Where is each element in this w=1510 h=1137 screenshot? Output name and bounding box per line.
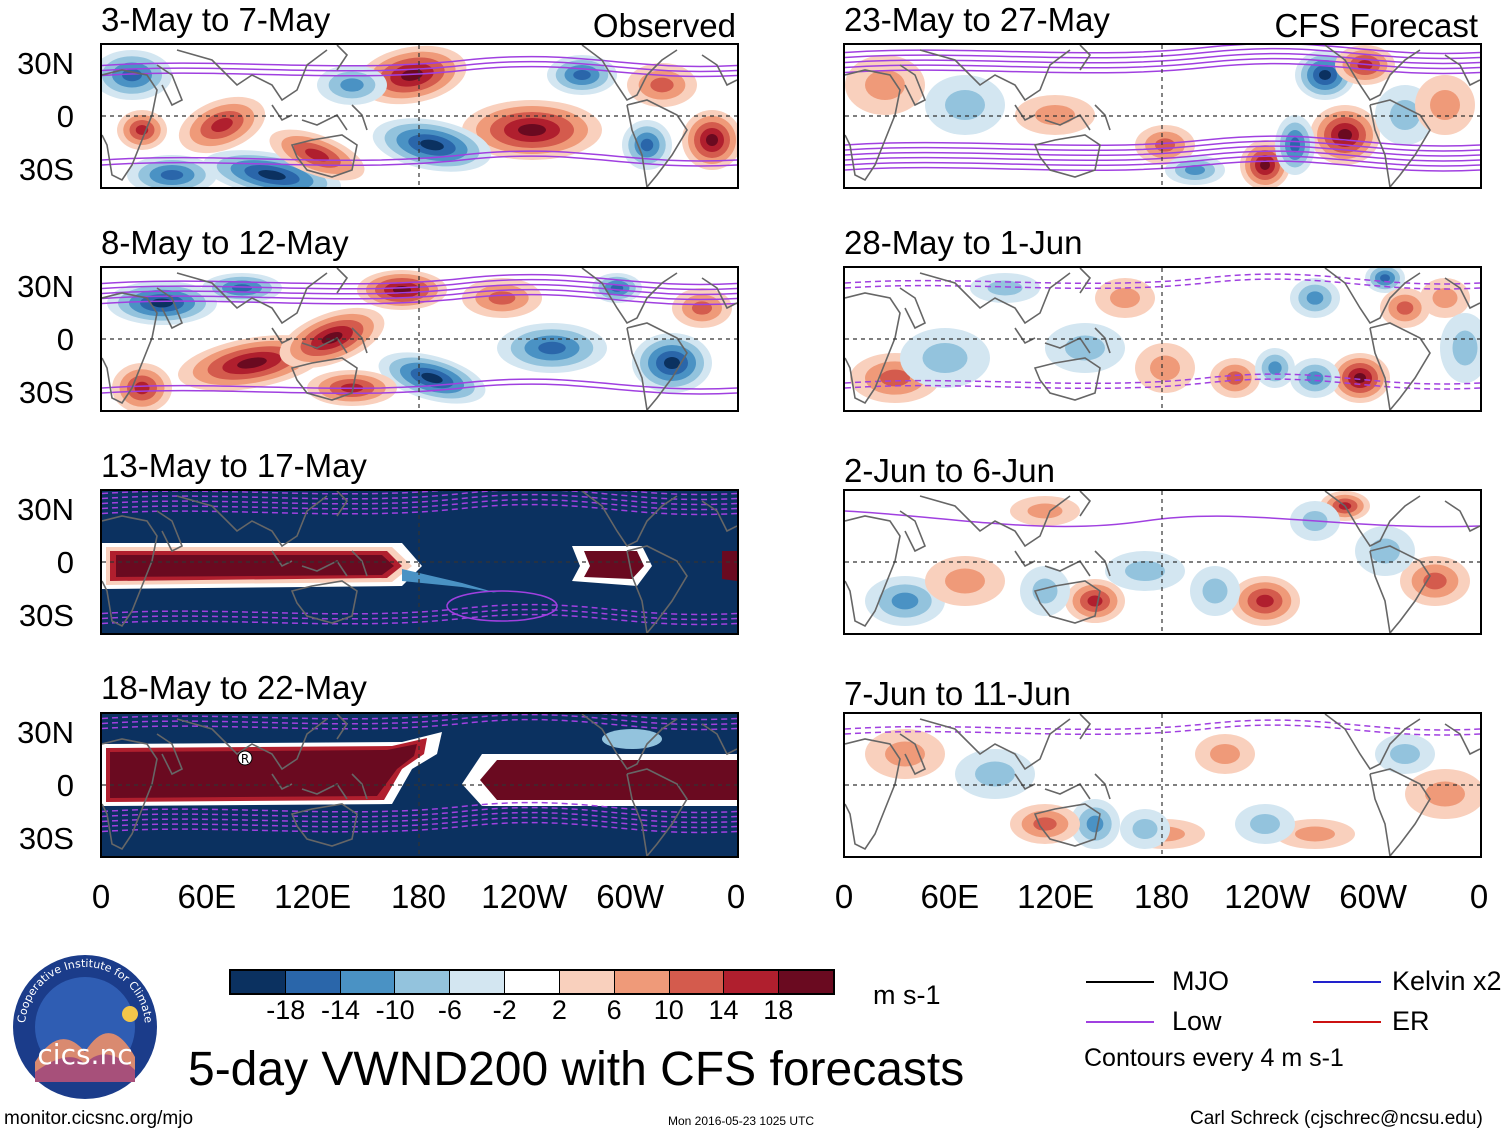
y-tick-label: 0 bbox=[56, 545, 74, 580]
legend-low-line bbox=[1086, 1021, 1154, 1023]
x-tick-label: 120E bbox=[1017, 878, 1095, 915]
legend-kelvin-line bbox=[1313, 981, 1381, 983]
colorbar-tick-label: -10 bbox=[375, 995, 415, 1025]
logo-text: cics.nc bbox=[37, 1038, 132, 1071]
y-tick-label: 30S bbox=[18, 821, 74, 856]
colorbar-swatch bbox=[339, 971, 395, 993]
colorbar-tick-label: -14 bbox=[320, 995, 360, 1025]
x-tick-label: 60W bbox=[596, 878, 665, 915]
observed-map-2 bbox=[100, 266, 739, 412]
x-tick-label: 0 bbox=[834, 878, 854, 915]
cics-logo: Cooperative Institute for Climate and Sa… bbox=[7, 942, 160, 1102]
y-tick-label: 0 bbox=[56, 322, 74, 357]
colorbar-swatch bbox=[668, 971, 724, 993]
x-tick-label: 0 bbox=[726, 878, 746, 915]
y-tick-label: 30S bbox=[18, 152, 74, 187]
colorbar-tick-label: 18 bbox=[763, 995, 794, 1025]
contour-note: Contours every 4 m s-1 bbox=[1084, 1044, 1344, 1072]
colorbar-swatch bbox=[284, 971, 340, 993]
x-tick-label: 180 bbox=[1133, 878, 1190, 915]
x-tick-label: 120E bbox=[274, 878, 352, 915]
map-field bbox=[845, 268, 1480, 410]
panel-title-obs-3: 13-May to 17-May bbox=[101, 447, 367, 484]
legend-kelvin-label: Kelvin x2 bbox=[1392, 966, 1502, 996]
panel-title-fcst-2: 28-May to 1-Jun bbox=[844, 224, 1083, 261]
observed-map-1 bbox=[100, 43, 739, 189]
colorbar-swatch bbox=[778, 971, 833, 993]
observed-label: Observed bbox=[592, 7, 736, 44]
panel-title-fcst-1: 23-May to 27-May bbox=[844, 1, 1110, 38]
legend-er-line bbox=[1313, 1021, 1381, 1023]
cfs-forecast-label: CFS Forecast bbox=[1274, 7, 1478, 44]
x-tick-label: 120W bbox=[481, 878, 568, 915]
colorbar-swatch bbox=[231, 971, 285, 993]
colorbar-tick-label: 6 bbox=[606, 995, 622, 1025]
forecast-map-3 bbox=[843, 489, 1482, 635]
colorbar-swatch bbox=[504, 971, 559, 993]
map-field bbox=[102, 45, 737, 187]
legend-low-label: Low bbox=[1172, 1006, 1222, 1036]
colorbar-tick-label: 2 bbox=[551, 995, 567, 1025]
y-tick-label: 0 bbox=[56, 99, 74, 134]
y-tick-label: 30N bbox=[17, 269, 74, 304]
forecast-map-1 bbox=[843, 43, 1482, 189]
x-tick-label: 0 bbox=[91, 878, 111, 915]
x-tick-label: 60W bbox=[1339, 878, 1408, 915]
footer-author: Carl Schreck (cjschrec@ncsu.edu) bbox=[1190, 1108, 1483, 1129]
colorbar-swatch bbox=[723, 971, 779, 993]
map-field: R bbox=[102, 714, 737, 856]
y-tick-label: 30S bbox=[18, 375, 74, 410]
panel-title-obs-4: 18-May to 22-May bbox=[101, 669, 367, 706]
x-tick-label: 60E bbox=[177, 878, 237, 915]
legend-er-label: ER bbox=[1392, 1006, 1430, 1036]
legend-mjo-label: MJO bbox=[1172, 966, 1229, 996]
colorbar-swatch bbox=[613, 971, 669, 993]
colorbar-tick-label: -2 bbox=[492, 995, 517, 1025]
colorbar-tick-label: -6 bbox=[437, 995, 462, 1025]
footer-timestamp: Mon 2016-05-23 1025 UTC bbox=[668, 1114, 815, 1128]
svg-text:R: R bbox=[241, 752, 249, 766]
map-field bbox=[102, 491, 737, 633]
colorbar-tick-label: 14 bbox=[708, 995, 739, 1025]
observed-map-3 bbox=[100, 489, 739, 635]
y-tick-label: 30N bbox=[17, 715, 74, 750]
observed-map-4: R bbox=[100, 712, 739, 858]
colorbar-tick-label: -18 bbox=[266, 995, 306, 1025]
footer-url[interactable]: monitor.cicsnc.org/mjo bbox=[4, 1108, 194, 1129]
panel-title-fcst-4: 7-Jun to 11-Jun bbox=[844, 675, 1071, 712]
cics-logo-graphic: Cooperative Institute for Climate and Sa… bbox=[7, 942, 157, 1099]
panel-title-fcst-3: 2-Jun to 6-Jun bbox=[844, 452, 1055, 489]
panel-title-obs-1: 3-May to 7-May bbox=[101, 1, 331, 38]
map-field bbox=[102, 268, 737, 410]
legend-mjo-line bbox=[1086, 981, 1154, 983]
x-tick-label: 120W bbox=[1224, 878, 1311, 915]
x-tick-label: 0 bbox=[1469, 878, 1489, 915]
y-tick-label: 30N bbox=[17, 46, 74, 81]
main-title: 5-day VWND200 with CFS forecasts bbox=[188, 1043, 965, 1096]
colorbar-swatch bbox=[394, 971, 450, 993]
colorbar-units: m s-1 bbox=[873, 980, 941, 1010]
colorbar-swatch bbox=[558, 971, 614, 993]
map-field bbox=[845, 491, 1480, 633]
map-field bbox=[845, 45, 1480, 187]
forecast-map-4 bbox=[843, 712, 1482, 858]
forecast-map-2 bbox=[843, 266, 1482, 412]
y-tick-label: 30N bbox=[17, 492, 74, 527]
x-tick-label: 60E bbox=[920, 878, 980, 915]
map-field bbox=[845, 714, 1480, 856]
marker-label: R bbox=[237, 750, 253, 766]
colorbar bbox=[229, 969, 835, 995]
x-tick-label: 180 bbox=[390, 878, 447, 915]
y-tick-label: 30S bbox=[18, 598, 74, 633]
colorbar-tick-label: 10 bbox=[653, 995, 684, 1025]
panel-title-obs-2: 8-May to 12-May bbox=[101, 224, 349, 261]
y-tick-label: 0 bbox=[56, 768, 74, 803]
colorbar-swatch bbox=[449, 971, 505, 993]
